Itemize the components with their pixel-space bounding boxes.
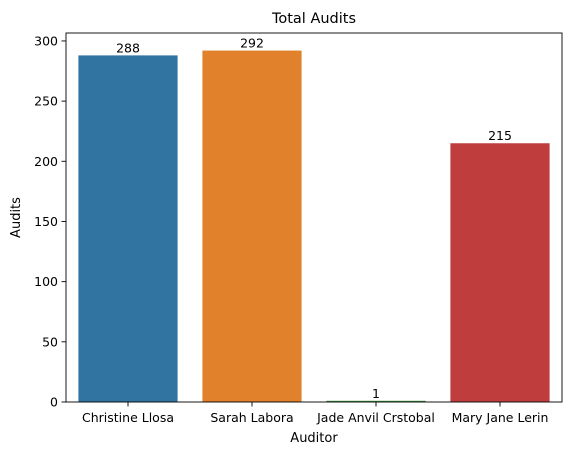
y-tick-label: 150 bbox=[34, 214, 58, 229]
data-labels-layer: 288 292 1 215 bbox=[116, 36, 512, 401]
y-axis: 0 50 100 150 200 250 300 bbox=[34, 33, 66, 410]
data-label-christine-llosa: 288 bbox=[116, 40, 140, 55]
y-tick-label: 250 bbox=[34, 94, 58, 109]
y-tick-label: 100 bbox=[34, 274, 58, 289]
bars-layer bbox=[78, 50, 550, 402]
bar-sarah-labora bbox=[202, 50, 302, 402]
y-tick-label: 200 bbox=[34, 154, 58, 169]
bar-jade-anvil-crstobal bbox=[326, 400, 426, 402]
data-label-jade-anvil-crstobal: 1 bbox=[372, 386, 380, 401]
data-label-mary-jane-lerin: 215 bbox=[488, 128, 512, 143]
x-axis-label: Auditor bbox=[290, 431, 338, 446]
y-tick-label: 0 bbox=[50, 395, 58, 410]
y-tick-label: 300 bbox=[34, 33, 58, 48]
x-tick-label: Jade Anvil Crstobal bbox=[316, 410, 435, 425]
chart-title: Total Audits bbox=[271, 11, 356, 27]
plot-frame bbox=[65, 32, 563, 403]
bar-christine-llosa bbox=[78, 55, 178, 402]
x-tick-label: Christine Llosa bbox=[82, 410, 174, 425]
x-axis: Christine Llosa Sarah Labora Jade Anvil Cr… bbox=[82, 402, 548, 425]
y-tick-label: 50 bbox=[42, 334, 58, 349]
bar-mary-jane-lerin bbox=[450, 143, 550, 402]
y-axis-label: Audits bbox=[9, 197, 24, 238]
x-tick-label: Sarah Labora bbox=[210, 410, 293, 425]
data-label-sarah-labora: 292 bbox=[240, 36, 264, 51]
x-tick-label: Mary Jane Lerin bbox=[452, 410, 549, 425]
